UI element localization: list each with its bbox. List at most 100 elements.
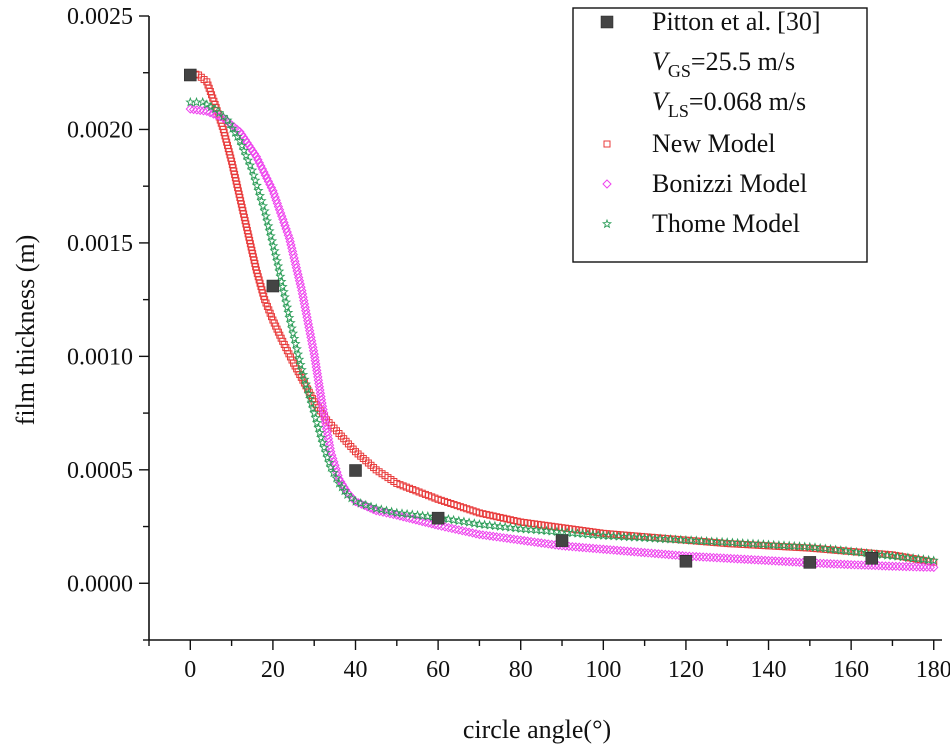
data-point (781, 556, 791, 567)
data-point (298, 369, 309, 380)
data-point (312, 417, 323, 428)
data-point (901, 561, 911, 572)
data-point (291, 343, 302, 354)
data-point (474, 529, 485, 540)
data-point (360, 499, 371, 510)
data-point (263, 220, 274, 231)
data-point (719, 553, 729, 563)
data-point (832, 559, 843, 569)
x-tick-label: 0 (184, 657, 196, 683)
legend-experimental-name: Pitton et al. (652, 7, 771, 36)
x-tick-label: 120 (668, 657, 704, 683)
data-point (457, 525, 467, 536)
data-point (320, 447, 331, 457)
data-point (295, 359, 306, 370)
data-point (753, 555, 763, 565)
data-point (835, 545, 846, 555)
data-point (540, 538, 550, 549)
data-point (420, 517, 431, 527)
data-point (622, 546, 633, 556)
data-point (887, 550, 898, 561)
data-point (505, 522, 516, 532)
data-point (271, 255, 282, 266)
y-tick-label: 0.0020 (67, 117, 133, 143)
data-point (756, 555, 767, 565)
data-point (820, 543, 831, 553)
data-point (288, 328, 299, 338)
data-point (325, 462, 336, 472)
data-point (922, 562, 932, 572)
y-tick-label: 0.0015 (67, 231, 133, 257)
data-point (887, 561, 898, 571)
data-point (443, 513, 454, 524)
data-point (355, 498, 366, 508)
legend-label-thome-model: Thome Model (652, 209, 800, 238)
data-point (195, 105, 205, 116)
data-point (254, 158, 265, 168)
data-point (385, 508, 395, 519)
data-point (184, 68, 197, 82)
data-point (884, 561, 894, 571)
data-point (743, 554, 753, 565)
data-point (836, 559, 846, 569)
data-point (571, 542, 581, 552)
data-point (846, 559, 856, 570)
data-point (674, 550, 684, 561)
data-point (270, 250, 281, 261)
data-point (794, 557, 805, 567)
data-point (273, 260, 284, 271)
data-point (305, 393, 316, 404)
data-point (577, 542, 588, 553)
data-point (667, 550, 677, 560)
data-point (423, 518, 434, 528)
y-tick-label: 0.0000 (67, 571, 133, 597)
data-point (253, 155, 263, 165)
data-point (309, 407, 320, 418)
data-point (485, 531, 495, 541)
data-point (259, 205, 270, 216)
data-point (376, 504, 387, 514)
data-point (260, 170, 271, 180)
data-point (327, 450, 337, 460)
data-point (334, 474, 344, 484)
data-point (469, 518, 480, 528)
data-point (188, 104, 199, 115)
data-point (846, 546, 857, 556)
data-point (911, 562, 922, 572)
data-point (388, 509, 399, 520)
data-point (516, 535, 526, 545)
data-point (236, 129, 247, 140)
data-point (892, 551, 903, 561)
data-point (739, 554, 750, 564)
data-point (464, 517, 475, 527)
data-point (774, 556, 784, 566)
data-point (918, 562, 929, 572)
legend-vls-value: =0.068 m/s (689, 87, 806, 116)
data-point (293, 349, 304, 359)
data-point (546, 539, 557, 550)
data-point (691, 551, 701, 562)
data-point (763, 555, 774, 566)
data-point (698, 552, 708, 562)
data-point (248, 146, 258, 156)
data-point (316, 432, 327, 442)
y-tick-label: 0.0005 (67, 458, 133, 484)
data-point (331, 472, 342, 483)
data-point (612, 545, 622, 556)
data-point (902, 552, 913, 563)
data-point (928, 555, 939, 565)
legend-vgs-value: =25.5 m/s (691, 47, 795, 76)
data-point (440, 522, 450, 532)
data-point (804, 541, 815, 552)
data-point (853, 560, 863, 570)
data-point (787, 557, 798, 567)
data-point (595, 544, 605, 554)
data-point (205, 101, 217, 112)
data-point (643, 548, 653, 558)
data-point (842, 559, 853, 570)
data-point (898, 561, 908, 572)
data-point (495, 521, 506, 531)
data-point (242, 138, 252, 148)
data-point (839, 559, 849, 570)
